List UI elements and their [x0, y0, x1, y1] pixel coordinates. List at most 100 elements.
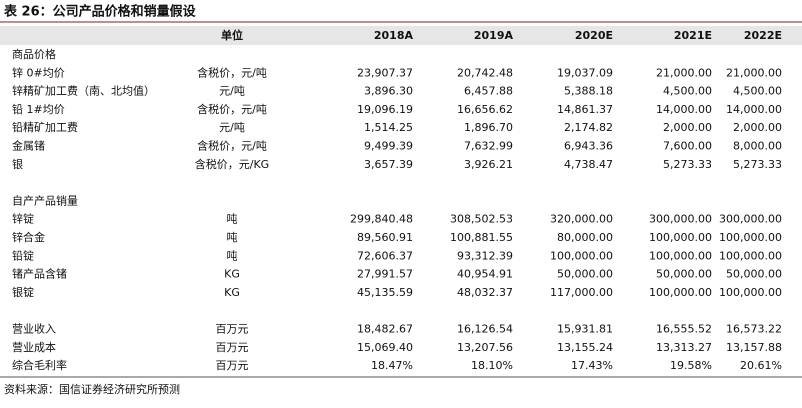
value-cell: 5,273.33: [663, 158, 712, 171]
unit-cell: 吨: [227, 249, 238, 262]
value-cell: 3,926.21: [464, 158, 513, 171]
row-label: 铅 1#均价: [12, 102, 65, 116]
unit-cell: 吨: [227, 213, 238, 226]
value-cell: 100,000.00: [649, 249, 712, 262]
value-cell: 100,000.00: [550, 249, 613, 262]
value-cell: 19.58%: [670, 359, 712, 372]
value-cell: 40,954.91: [457, 268, 513, 281]
row-label: 锌 0#均价: [12, 65, 65, 79]
value-cell: 3,896.30: [364, 85, 413, 98]
section-label: 自产产品销量: [12, 193, 78, 207]
value-cell: 300,000.00: [719, 213, 782, 226]
value-cell: 2,000.00: [663, 121, 712, 134]
unit-cell: 百万元: [216, 323, 249, 336]
value-cell: 80,000.00: [557, 231, 613, 244]
value-cell: 50,000.00: [726, 268, 782, 281]
value-cell: 9,499.39: [364, 140, 413, 153]
value-cell: 2,000.00: [733, 121, 782, 134]
value-cell: 13,207.56: [457, 341, 513, 354]
value-cell: 299,840.48: [350, 213, 413, 226]
unit-cell: 百万元: [216, 341, 249, 354]
value-cell: 18.47%: [371, 359, 413, 372]
value-cell: 21,000.00: [656, 66, 712, 79]
value-cell: 50,000.00: [656, 268, 712, 281]
value-cell: 5,388.18: [564, 85, 613, 98]
value-cell: 7,600.00: [663, 140, 712, 153]
value-cell: 27,991.57: [357, 268, 413, 281]
value-cell: 16,126.54: [457, 323, 513, 336]
value-cell: 6,457.88: [464, 85, 513, 98]
value-cell: 14,000.00: [656, 103, 712, 116]
value-cell: 100,000.00: [649, 231, 712, 244]
header-cell: 2021E: [674, 29, 712, 42]
unit-cell: 含税价，元/KG: [195, 157, 269, 171]
value-cell: 20,742.48: [457, 66, 513, 79]
row-label: 锌精矿加工费（南、北均值）: [12, 84, 155, 98]
unit-cell: 含税价，元/吨: [197, 102, 267, 116]
value-cell: 17.43%: [571, 359, 613, 372]
value-cell: 21,000.00: [726, 66, 782, 79]
value-cell: 1,514.25: [364, 121, 413, 134]
source: 资料来源：国信证券经济研究所预测: [4, 382, 180, 396]
unit-cell: 元/吨: [219, 121, 245, 134]
value-cell: 100,000.00: [719, 231, 782, 244]
value-cell: 117,000.00: [550, 286, 613, 299]
value-cell: 13,157.88: [726, 341, 782, 354]
unit-cell: 元/吨: [219, 85, 245, 98]
value-cell: 18.10%: [471, 359, 513, 372]
row-label: 锗产品含锗: [12, 267, 67, 281]
value-cell: 45,135.59: [357, 286, 413, 299]
section-label: 商品价格: [12, 47, 56, 61]
row-label: 铅精矿加工费: [12, 120, 78, 134]
value-cell: 308,502.53: [450, 213, 513, 226]
value-cell: 100,000.00: [719, 286, 782, 299]
value-cell: 7,632.99: [464, 140, 513, 153]
value-cell: 4,738.47: [564, 158, 613, 171]
unit-cell: 含税价，元/吨: [197, 139, 267, 153]
value-cell: 100,000.00: [719, 249, 782, 262]
value-cell: 16,555.52: [656, 323, 712, 336]
value-cell: 14,861.37: [557, 103, 613, 116]
row-label: 锌锭: [12, 212, 34, 226]
value-cell: 16,656.62: [457, 103, 513, 116]
value-cell: 4,500.00: [733, 85, 782, 98]
value-cell: 16,573.22: [726, 323, 782, 336]
unit-cell: 吨: [227, 231, 238, 244]
value-cell: 19,037.09: [557, 66, 613, 79]
title: 表 26：公司产品价格和销量假设: [3, 4, 197, 20]
value-cell: 8,000.00: [733, 140, 782, 153]
value-cell: 2,174.82: [564, 121, 613, 134]
row-label: 铅锭: [12, 248, 34, 262]
header-cell: 单位: [221, 28, 243, 42]
value-cell: 48,032.37: [457, 286, 513, 299]
value-cell: 300,000.00: [649, 213, 712, 226]
value-cell: 6,943.36: [564, 140, 613, 153]
value-cell: 5,273.33: [733, 158, 782, 171]
header-cell: 2019A: [474, 29, 514, 42]
value-cell: 50,000.00: [557, 268, 613, 281]
value-cell: 100,881.55: [450, 231, 513, 244]
unit-cell: KG: [224, 268, 240, 281]
header-cell: 2018A: [374, 29, 414, 42]
row-label: 银: [12, 157, 23, 171]
value-cell: 15,069.40: [357, 341, 413, 354]
header-band: [0, 26, 802, 45]
value-cell: 13,155.24: [557, 341, 613, 354]
value-cell: 89,560.91: [357, 231, 413, 244]
row-label: 营业收入: [12, 322, 56, 336]
value-cell: 320,000.00: [550, 213, 613, 226]
value-cell: 19,096.19: [357, 103, 413, 116]
value-cell: 23,907.37: [357, 66, 413, 79]
row-label: 锌合金: [12, 230, 45, 244]
value-cell: 15,931.81: [557, 323, 613, 336]
header-cell: 2022E: [744, 29, 782, 42]
value-cell: 93,312.39: [457, 249, 513, 262]
unit-cell: 百万元: [216, 359, 249, 372]
row-label: 金属锗: [12, 139, 45, 153]
value-cell: 18,482.67: [357, 323, 413, 336]
unit-cell: KG: [224, 286, 240, 299]
unit-cell: 含税价，元/吨: [197, 65, 267, 79]
row-label: 综合毛利率: [12, 358, 67, 372]
row-label: 营业成本: [12, 340, 56, 354]
